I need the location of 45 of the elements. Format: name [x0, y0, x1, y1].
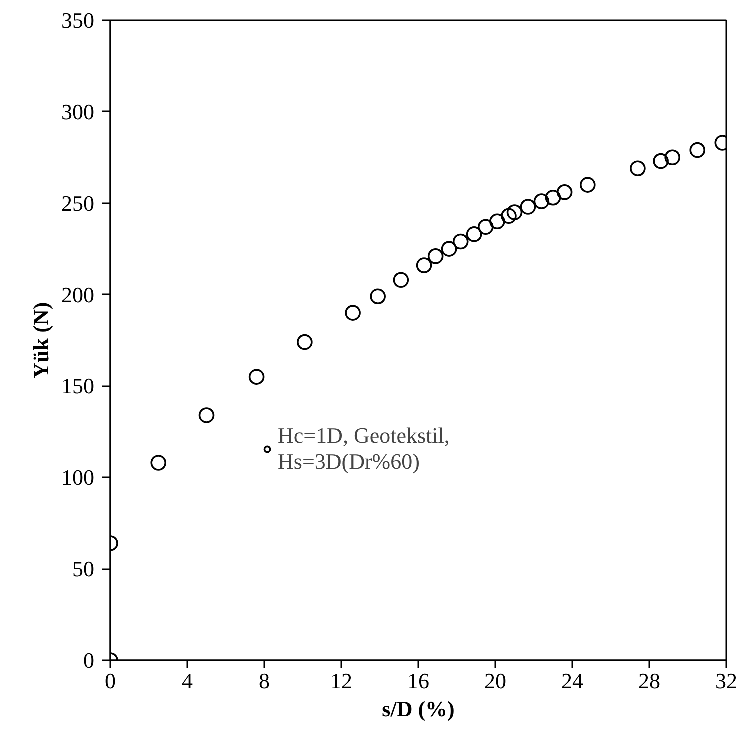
point [545, 190, 562, 206]
point [653, 153, 669, 170]
point [556, 184, 573, 200]
point [520, 199, 536, 215]
point [297, 334, 313, 350]
point [150, 455, 167, 471]
y-axis-title: Yük (N) [28, 302, 54, 379]
x-tick-label: 4 [182, 668, 193, 694]
y-tick-label: 100 [62, 465, 94, 490]
x-tick-label: 0 [105, 668, 116, 694]
y-tick-label: 50 [72, 556, 94, 582]
legend-label: Hc=1D, Geotekstil, Hs=3D(Dr%60) [278, 423, 450, 475]
y-tick-label: 350 [62, 8, 94, 33]
point [416, 258, 432, 274]
x-tick-label: 12 [330, 668, 352, 694]
point [345, 305, 361, 321]
point [393, 272, 410, 288]
point [428, 248, 444, 264]
x-tick-label: 32 [716, 668, 738, 694]
point [630, 160, 646, 176]
x-tick-label: 28 [638, 668, 660, 694]
x-axis-title: s/D (%) [382, 696, 455, 722]
point [690, 142, 706, 158]
point [506, 204, 523, 220]
x-tick-label: 20 [484, 668, 506, 694]
point [198, 408, 215, 424]
point [466, 226, 482, 242]
point [370, 288, 386, 304]
point [664, 150, 680, 166]
point [441, 241, 458, 257]
point [248, 369, 265, 385]
point [534, 194, 550, 210]
y-tick-label: 200 [62, 282, 94, 308]
y-tick-label: 150 [62, 374, 94, 399]
x-tick-label: 16 [408, 668, 430, 694]
x-tick-label: 24 [562, 668, 584, 694]
y-tick-label: 250 [62, 190, 94, 216]
point [501, 208, 517, 224]
y-tick-label: 0 [84, 648, 94, 673]
y-tick-label: 300 [62, 99, 94, 124]
point [478, 219, 494, 236]
x-tick-label: 8 [259, 668, 270, 694]
point [490, 214, 506, 230]
point [580, 177, 596, 193]
point [452, 234, 469, 250]
